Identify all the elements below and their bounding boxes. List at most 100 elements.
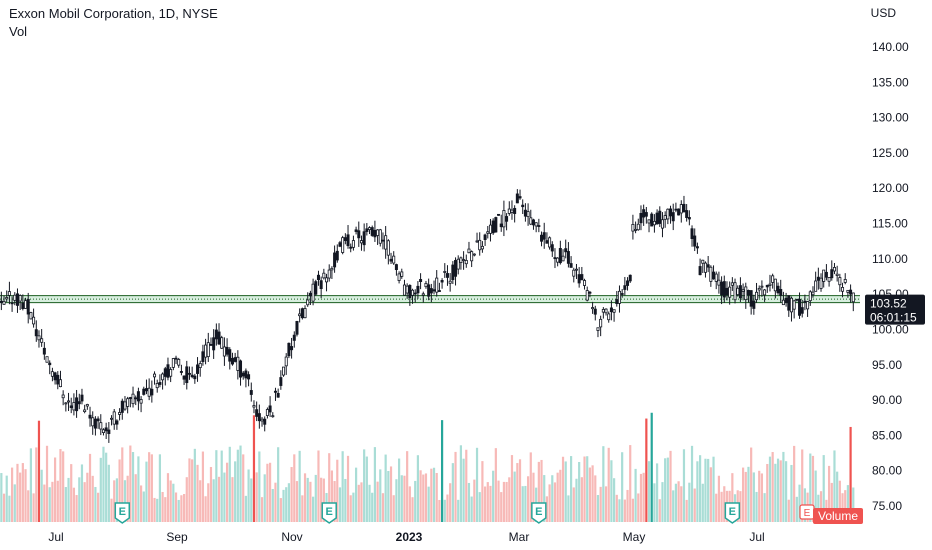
candle-body (677, 208, 681, 216)
volume-bar (346, 455, 350, 522)
volume-tag-label: Volume (818, 509, 858, 523)
candle-body (131, 393, 135, 405)
candle (169, 367, 173, 383)
candle (849, 284, 853, 303)
candle-body (427, 284, 431, 297)
volume-bar (497, 480, 500, 522)
volume-bar (763, 493, 766, 522)
y-tick-label: 75.00 (872, 499, 902, 513)
candle-body (40, 338, 44, 343)
candle-body (518, 196, 522, 199)
candle-body (357, 230, 361, 239)
candle-body (634, 228, 638, 231)
volume-bar (338, 487, 342, 522)
volume-bar (747, 466, 750, 522)
volume-bar (779, 460, 782, 522)
candle-body (126, 398, 130, 407)
volume-bar (156, 498, 159, 522)
volume-bar (72, 487, 76, 522)
volume-bar (717, 475, 721, 522)
candle-body (569, 263, 573, 268)
candle (795, 298, 799, 302)
candle-body (13, 294, 17, 301)
candle (209, 337, 213, 346)
candle (287, 342, 291, 359)
candle-body (411, 289, 415, 296)
y-tick-label: 100.00 (872, 322, 909, 336)
volume-bar (658, 499, 661, 522)
candle (386, 239, 390, 265)
candle-body (612, 309, 616, 313)
volume-bar (720, 491, 723, 522)
candle-body (29, 312, 33, 320)
earnings-badge-label: E (119, 506, 126, 518)
volume-bar (96, 492, 100, 522)
volume-bar (295, 481, 299, 522)
candle (432, 280, 436, 295)
candle (830, 260, 834, 281)
candle (155, 379, 159, 393)
candle-body (400, 271, 404, 277)
candle (566, 242, 570, 268)
candle (556, 257, 560, 267)
candle-body (402, 284, 406, 296)
candle (136, 387, 140, 411)
volume-bar (610, 460, 613, 522)
candle (464, 254, 468, 268)
candle-body (779, 288, 783, 296)
volume-bar (274, 482, 277, 522)
candle-body (298, 313, 302, 317)
volume-bar (126, 475, 129, 522)
volume-bar (35, 447, 38, 522)
candle (13, 292, 17, 306)
candle-body (228, 349, 232, 362)
candle-body (34, 329, 38, 337)
volume-bar (349, 495, 352, 522)
candle (655, 209, 659, 225)
candle-body (7, 291, 11, 296)
candle (685, 204, 689, 222)
volume-bar (48, 487, 51, 522)
candle (64, 402, 68, 412)
volume-bar (602, 446, 605, 522)
candle-body (56, 374, 60, 385)
volume-bar (352, 492, 355, 522)
volume-bar (559, 469, 562, 522)
volume-bar (354, 467, 358, 522)
candle-body (617, 290, 621, 304)
candle (265, 407, 269, 419)
volume-bar (492, 470, 495, 522)
volume-bar (427, 486, 430, 522)
volume-bar (113, 480, 116, 522)
candle (80, 388, 84, 405)
candle-body (593, 308, 597, 315)
volume-bar (220, 450, 223, 522)
candle-body (577, 274, 581, 284)
volume-bar (13, 484, 16, 522)
volume-bar (755, 491, 758, 522)
candle (303, 305, 307, 319)
volume-bar (242, 454, 245, 522)
volume-bar (373, 447, 377, 522)
volume-bar (419, 470, 422, 522)
earnings-marker-2: E (321, 502, 337, 524)
candle-body (26, 299, 30, 315)
volume-bar (223, 472, 226, 522)
candle (158, 374, 162, 388)
volume-bar (268, 462, 272, 522)
symbol-title[interactable]: Exxon Mobil Corporation, 1D, NYSE (9, 6, 218, 21)
candle (67, 392, 71, 411)
volume-bar (830, 482, 833, 522)
candle-body (768, 283, 772, 286)
volume-legend-label[interactable]: Vol (9, 24, 28, 39)
candle-body (144, 388, 148, 392)
candle (402, 279, 406, 296)
candle (709, 265, 713, 287)
volume-bar (118, 459, 121, 522)
candle-body (626, 280, 630, 286)
volume-bar (45, 445, 49, 522)
volume-bar (760, 473, 764, 522)
candle (819, 273, 823, 292)
